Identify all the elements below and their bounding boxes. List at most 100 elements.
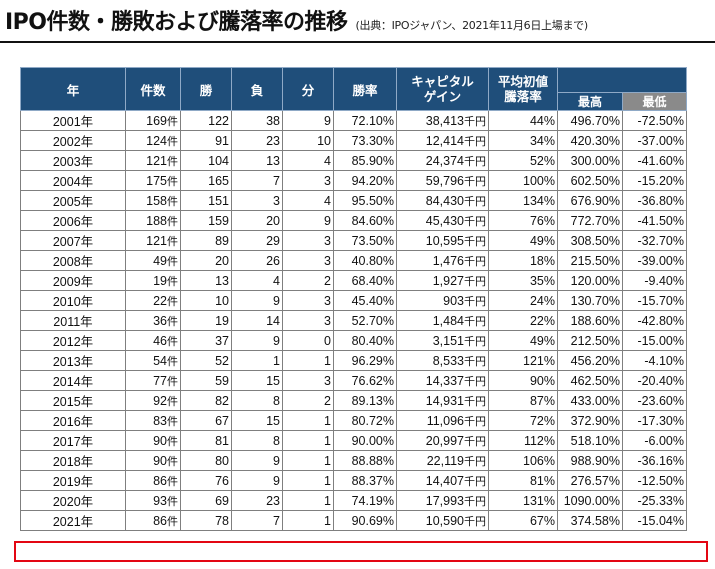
cell-wins-value: 89 [215,233,229,248]
cell-count-unit: 件 [167,494,178,508]
cell-min: -15.70% [622,290,687,311]
cell-avg-return-value: 131% [523,493,555,508]
header-avg-return: 平均初値 騰落率 [488,67,558,111]
cell-year-value: 2013年 [52,355,94,369]
cell-wins-value: 104 [208,153,229,168]
cell-count: 188件 [125,210,181,231]
cell-draws-value: 1 [324,453,331,468]
cell-year-value: 2018年 [52,455,94,469]
cell-wins-value: 159 [208,213,229,228]
cell-avg-return: 18% [488,250,558,271]
cell-capital-gain-unit: 千円 [464,474,486,488]
cell-draws-value: 3 [324,373,331,388]
cell-capital-gain: 11,096千円 [396,410,489,431]
cell-max: 374.58% [557,510,623,531]
cell-losses: 15 [231,410,283,431]
cell-wins-value: 52 [215,353,229,368]
cell-avg-return: 131% [488,490,558,511]
cell-capital-gain: 38,413千円 [396,110,489,131]
cell-losses: 3 [231,190,283,211]
table-row: 2001年 169件 122 38 9 72.10% 38,413千円 44% 496.70% -… [20,110,687,131]
cell-max: 496.70% [557,110,623,131]
cell-win-rate-value: 90.00% [351,433,394,448]
cell-draws-value: 0 [324,333,331,348]
cell-win-rate: 89.13% [333,390,397,411]
cell-capital-gain: 12,414千円 [396,130,489,151]
cell-win-rate-value: 40.80% [351,253,394,268]
cell-year-value: 2017年 [52,435,94,449]
cell-min: -41.60% [622,150,687,171]
cell-draws: 1 [282,350,334,371]
cell-capital-gain: 22,119千円 [396,450,489,471]
cell-capital-gain-unit: 千円 [464,414,486,428]
cell-year: 2018年 [20,450,126,471]
cell-draws: 3 [282,170,334,191]
cell-max-value: 130.70% [570,293,620,308]
cell-capital-gain-value: 11,096 [426,413,464,428]
cell-draws: 2 [282,270,334,291]
table-body: 2001年 169件 122 38 9 72.10% 38,413千円 44% 496.70% -… [20,110,687,531]
table-row: 2002年 124件 91 23 10 73.30% 12,414千円 34% 420.30% -… [20,130,687,151]
cell-min: -36.80% [622,190,687,211]
cell-capital-gain-unit: 千円 [464,434,486,448]
cell-avg-return-value: 106% [523,453,555,468]
cell-win-rate: 94.20% [333,170,397,191]
ipo-table: 年 件数 勝 負 分 勝率 キャピタル ゲイン 平均初値 騰落率 最高 最低 2… [20,67,687,531]
cell-min: -12.50% [622,470,687,491]
cell-capital-gain-unit: 千円 [464,374,486,388]
cell-draws-value: 1 [324,413,331,428]
cell-capital-gain-unit: 千円 [464,114,486,128]
header-capital-gain-line2: ゲイン [423,89,462,104]
cell-capital-gain: 45,430千円 [396,210,489,231]
cell-min-value: -41.60% [637,153,684,168]
cell-year-value: 2014年 [52,375,94,389]
cell-wins: 69 [180,490,232,511]
header-capital-gain-line1: キャピタル [411,74,474,89]
cell-year: 2017年 [20,430,126,451]
cell-max: 300.00% [557,150,623,171]
header-avg-return-line1: 平均初値 [497,74,548,89]
cell-wins: 10 [180,290,232,311]
cell-min: -23.60% [622,390,687,411]
page-title: IPO件数・勝敗および騰落率の推移 [5,10,348,35]
cell-wins-value: 122 [208,113,229,128]
cell-win-rate-value: 88.88% [351,453,394,468]
cell-avg-return: 81% [488,470,558,491]
cell-avg-return-value: 34% [529,133,555,148]
cell-count: 175件 [125,170,181,191]
cell-win-rate: 90.00% [333,430,397,451]
cell-max: 276.57% [557,470,623,491]
cell-count-unit: 件 [167,174,178,188]
cell-avg-return: 87% [488,390,558,411]
cell-year-value: 2016年 [52,415,94,429]
cell-wins: 67 [180,410,232,431]
cell-draws-value: 10 [317,133,331,148]
cell-capital-gain-unit: 千円 [464,214,486,228]
cell-losses-value: 38 [266,113,280,128]
cell-min-value: -42.80% [637,313,684,328]
cell-count-unit: 件 [167,414,178,428]
cell-capital-gain-value: 903 [443,293,464,308]
cell-draws: 1 [282,470,334,491]
cell-wins-value: 37 [215,333,229,348]
cell-count: 93件 [125,490,181,511]
cell-capital-gain-unit: 千円 [464,394,486,408]
cell-count-value: 92 [153,393,167,408]
cell-win-rate: 73.30% [333,130,397,151]
cell-year: 2007年 [20,230,126,251]
cell-count-unit: 件 [167,514,178,528]
cell-win-rate-value: 72.10% [351,113,394,128]
cell-max: 372.90% [557,410,623,431]
cell-year: 2001年 [20,110,126,131]
cell-min: -6.00% [622,430,687,451]
cell-avg-return-value: 100% [523,173,555,188]
cell-year-value: 2002年 [52,135,94,149]
cell-count: 121件 [125,150,181,171]
cell-avg-return-value: 18% [529,253,555,268]
cell-win-rate-value: 85.90% [351,153,394,168]
cell-losses: 23 [231,130,283,151]
cell-capital-gain-value: 1,927 [432,273,464,288]
cell-win-rate: 80.40% [333,330,397,351]
cell-min-value: -36.16% [637,453,684,468]
cell-avg-return: 90% [488,370,558,391]
